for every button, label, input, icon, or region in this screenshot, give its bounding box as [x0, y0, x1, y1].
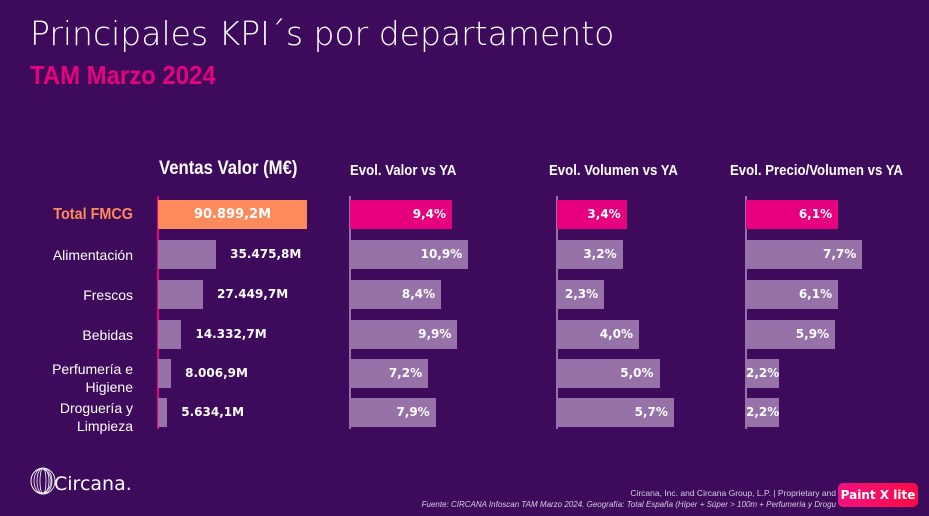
evol-precio-volumen-bar	[746, 200, 839, 229]
row-label: Perfumería e Higiene	[0, 360, 133, 396]
evol-volumen-bar	[557, 398, 674, 427]
evol-volumen-bar	[557, 320, 639, 349]
row-label-line: Droguería y	[59, 399, 133, 416]
ventas-valor-axis-line	[157, 196, 159, 429]
evol-valor-value-label: 9,9%	[418, 327, 452, 341]
ventas-valor-bar	[158, 320, 182, 349]
evol-precio-volumen-bar	[746, 359, 780, 388]
evol-volumen-value-label: 5,7%	[634, 405, 668, 419]
evol-precio-volumen-value-label: 6,1%	[798, 207, 833, 221]
logo-text: Circana.	[54, 472, 132, 495]
evol-volumen-bar	[557, 200, 627, 229]
evol-volumen-bar	[557, 359, 660, 388]
evol-valor-value-label: 10,9%	[420, 247, 463, 261]
paint-x-lite-badge[interactable]: Paint X lite	[838, 483, 918, 507]
ventas-valor-value-label: 35.475,8M	[230, 247, 302, 261]
evol-precio-volumen-value-label: 7,7%	[822, 247, 857, 261]
header-ventas-valor: Ventas Valor (M€)	[159, 158, 298, 179]
evol-valor-bar	[350, 240, 469, 269]
row-label: Total FMCG	[7, 206, 133, 224]
evol-precio-volumen-bar	[746, 240, 863, 269]
evol-valor-bar	[350, 280, 442, 309]
evol-precio-volumen-value-label: 2,2%	[746, 366, 780, 380]
row-label-line: Alimentación	[52, 246, 133, 263]
ventas-valor-bar	[158, 398, 168, 427]
row-label: Droguería y Limpieza	[0, 399, 133, 435]
circana-logo: Circana.	[30, 466, 132, 501]
ventas-valor-value-label: 14.332,7M	[195, 327, 267, 341]
ventas-valor-bar	[158, 240, 217, 269]
evol-volumen-value-label: 4,0%	[599, 327, 633, 341]
evol-valor-bar	[350, 398, 436, 427]
copyright-text: Circana, Inc. and Circana Group, L.P. | …	[630, 488, 836, 498]
row-label-line: Perfumería e	[52, 360, 133, 377]
row-label: Bebidas	[0, 326, 133, 344]
ventas-valor-bar	[158, 200, 307, 229]
evol-volumen-value-label: 2,3%	[564, 287, 599, 301]
row-label: Alimentación	[0, 246, 133, 264]
evol-volumen-bar	[557, 240, 623, 269]
evol-precio-volumen-bar	[746, 398, 780, 427]
evol-precio-volumen-axis-line	[745, 196, 747, 429]
row-label-line: Bebidas	[82, 326, 133, 343]
ventas-valor-value-label: 90.899,2M	[193, 207, 272, 222]
evol-valor-bar	[350, 200, 452, 229]
header-evol-precio-volumen: Evol. Precio/Volumen vs YA	[730, 162, 903, 179]
evol-valor-bar	[350, 320, 458, 349]
evol-volumen-value-label: 3,4%	[587, 207, 621, 221]
row-label-line: Higiene	[85, 378, 133, 395]
ventas-valor-bar	[158, 359, 172, 388]
header-evol-volumen: Evol. Volumen vs YA	[549, 162, 678, 179]
ventas-valor-value-label: 27.449,7M	[216, 287, 289, 301]
evol-valor-value-label: 7,2%	[388, 366, 423, 380]
evol-volumen-bar	[557, 280, 605, 309]
page-title: Principales KPI´s por departamento	[30, 14, 615, 53]
row-label-line: Total FMCG	[53, 205, 133, 223]
row-label-line: Frescos	[83, 286, 133, 303]
row-label-line: Limpieza	[76, 417, 133, 434]
evol-volumen-value-label: 3,2%	[583, 247, 617, 261]
header-evol-valor: Evol. Valor vs YA	[350, 162, 457, 179]
evol-precio-volumen-value-label: 2,2%	[746, 405, 780, 419]
evol-valor-value-label: 9,4%	[412, 207, 446, 221]
evol-precio-volumen-bar	[746, 320, 836, 349]
evol-precio-volumen-bar	[746, 280, 839, 309]
page-subtitle: TAM Marzo 2024	[30, 60, 216, 90]
ventas-valor-value-label: 8.006,9M	[185, 366, 248, 380]
evol-precio-volumen-value-label: 5,9%	[795, 327, 830, 341]
evol-valor-bar	[350, 359, 429, 388]
evol-precio-volumen-value-label: 6,1%	[798, 287, 833, 301]
evol-valor-axis-line	[349, 196, 351, 429]
evol-volumen-axis-line	[556, 196, 558, 429]
ventas-valor-bar	[158, 280, 203, 309]
ventas-valor-value-label: 5.634,1M	[181, 405, 245, 419]
evol-volumen-value-label: 5,0%	[620, 366, 654, 380]
evol-valor-value-label: 8,4%	[401, 287, 436, 301]
globe-wireframe-icon	[30, 466, 56, 501]
evol-valor-value-label: 7,9%	[396, 405, 430, 419]
row-label: Frescos	[0, 286, 133, 304]
source-text: Fuente: CIRCANA Infoscan TAM Marzo 2024.…	[421, 500, 836, 509]
